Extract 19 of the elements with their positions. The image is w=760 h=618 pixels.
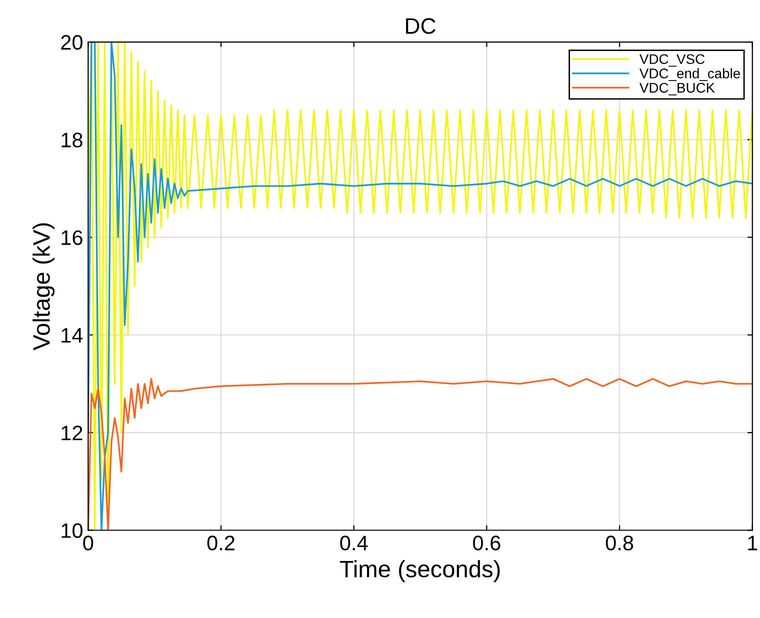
x-tick-label: 0.4 [340,536,368,550]
legend-label: VDC_VSC [640,54,705,67]
y-axis-title: Voltage (kV) [32,223,55,350]
y-tick-label: 16 [62,230,82,246]
x-tick-label: 0.6 [473,536,500,550]
x-axis-title: Time (seconds) [340,560,500,582]
legend-label: VDC_end_cable [640,68,740,81]
x-tick-label: 0.2 [207,536,234,550]
line-series [88,42,752,530]
y-tick-label: 12 [62,426,82,440]
y-tick-label: 18 [62,132,82,148]
x-tick-label: 0.8 [606,536,634,550]
x-tick-label: 0 [83,536,94,550]
y-tick-label: 10 [62,523,82,538]
legend-label: VDC_BUCK [640,82,715,96]
chart-title: DC [406,18,436,34]
x-tick-label: 1 [748,536,758,550]
y-tick-label: 20 [61,35,82,50]
y-tick-label: 14 [62,328,83,343]
